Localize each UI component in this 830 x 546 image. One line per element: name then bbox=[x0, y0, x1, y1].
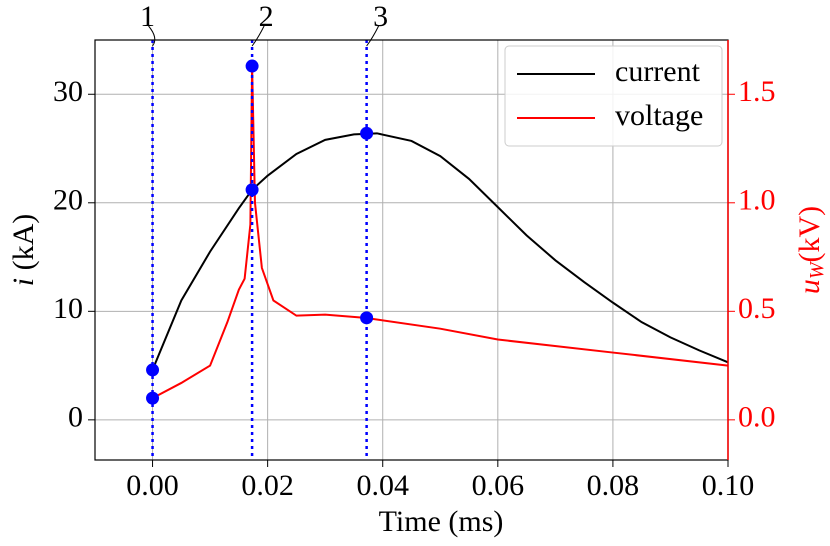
marker-label: 3 bbox=[373, 0, 388, 33]
marker-point bbox=[360, 126, 374, 140]
y-label-unit: (kA) bbox=[7, 214, 40, 271]
series-line bbox=[151, 132, 729, 371]
y2-tick-label: 0.5 bbox=[738, 292, 776, 325]
series-line bbox=[152, 66, 729, 400]
legend-label: voltage bbox=[615, 99, 703, 132]
marker-leader bbox=[251, 25, 265, 47]
y-tick-label: 10 bbox=[53, 292, 83, 325]
y-axis-label: i (kA) bbox=[7, 214, 40, 287]
y-label-symbol: i bbox=[7, 278, 40, 286]
legend-label: current bbox=[615, 55, 701, 88]
x-tick-label: 0.06 bbox=[472, 469, 525, 502]
y2-tick-label: 1.0 bbox=[738, 184, 776, 217]
y2-tick-label: 0.0 bbox=[738, 401, 776, 434]
x-axis-label: Time (ms) bbox=[379, 505, 504, 538]
y2-label-unit: (kV) bbox=[793, 206, 826, 263]
marker-label: 1 bbox=[140, 0, 155, 33]
marker-point bbox=[146, 391, 160, 405]
marker-point bbox=[245, 183, 259, 197]
x-tick-label: 0.02 bbox=[241, 469, 294, 502]
marker-leader bbox=[366, 25, 380, 47]
x-tick-label: 0.10 bbox=[702, 469, 755, 502]
marker-leader bbox=[148, 25, 156, 47]
x-tick-label: 0.04 bbox=[356, 469, 409, 502]
x-tick-label: 0.08 bbox=[587, 469, 640, 502]
marker-point bbox=[146, 363, 160, 377]
y2-axis-label: uW(kV) bbox=[793, 206, 828, 294]
marker-label: 2 bbox=[259, 0, 274, 33]
x-tick-label: 0.00 bbox=[126, 469, 179, 502]
y2-label-symbol: u bbox=[793, 279, 826, 294]
y2-tick-label: 1.5 bbox=[738, 75, 776, 108]
y-tick-label: 20 bbox=[53, 184, 83, 217]
marker-point bbox=[360, 311, 374, 325]
marker-point bbox=[245, 59, 259, 73]
y-tick-label: 30 bbox=[53, 75, 83, 108]
y-tick-label: 0 bbox=[68, 401, 83, 434]
legend-box bbox=[504, 45, 723, 147]
y2-label-subscript: W bbox=[806, 260, 828, 279]
